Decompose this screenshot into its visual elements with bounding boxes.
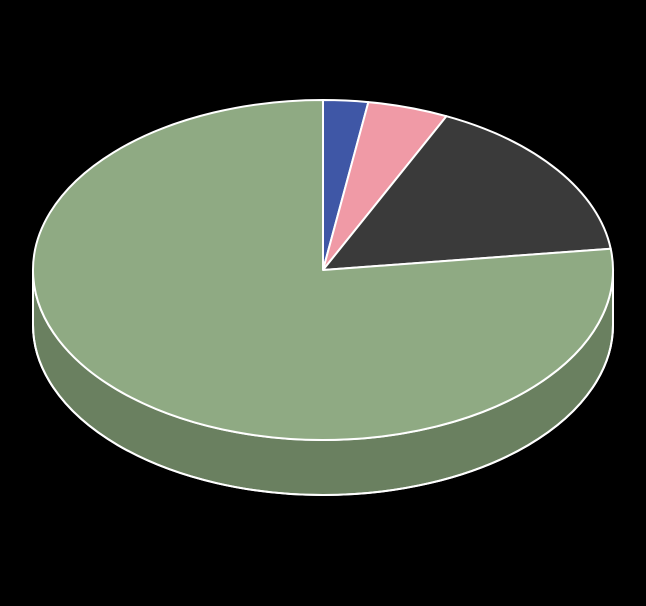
pie-chart-3d — [0, 0, 646, 606]
pie-chart-svg — [0, 0, 646, 606]
